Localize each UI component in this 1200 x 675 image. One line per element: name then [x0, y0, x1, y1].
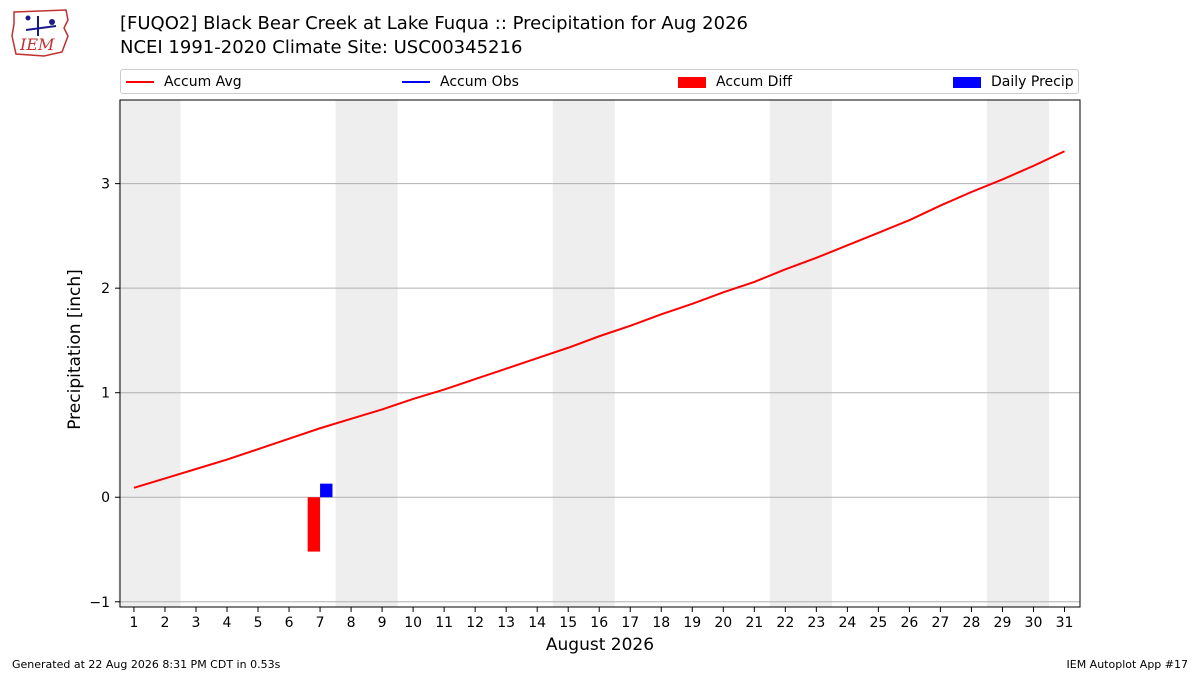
x-tick-label: 15 [559, 615, 577, 631]
x-tick-label: 14 [528, 615, 546, 631]
x-tick-label: 16 [590, 615, 608, 631]
weekend-band [118, 100, 181, 607]
x-tick-label: 24 [838, 615, 856, 631]
iem-logo: IEM [8, 6, 70, 58]
chart-legend: Accum Avg Accum Obs Accum Diff Daily Pre… [120, 69, 1079, 94]
x-tick-label: 6 [285, 615, 294, 631]
x-tick-label: 27 [932, 615, 950, 631]
x-tick-label: 20 [714, 615, 732, 631]
y-tick-label: 0 [101, 490, 110, 506]
legend-item-accum-diff: Accum Diff [678, 73, 792, 91]
y-tick-label: 3 [101, 177, 110, 193]
plot-frame [119, 99, 1081, 608]
weekend-band [986, 100, 1049, 607]
chart-title: [FUQO2] Black Bear Creek at Lake Fuqua :… [120, 13, 748, 34]
y-tick-label: −1 [89, 595, 110, 611]
legend-swatch-accum-avg [126, 81, 154, 83]
x-tick-label: 3 [192, 615, 201, 631]
legend-item-daily-precip: Daily Precip [953, 73, 1074, 91]
x-tick-label: 17 [621, 615, 639, 631]
x-tick-label: 12 [466, 615, 484, 631]
y-tick-label: 1 [101, 386, 110, 402]
x-tick-label: 31 [1056, 615, 1074, 631]
legend-swatch-daily-precip [953, 76, 981, 88]
x-tick-label: 30 [1025, 615, 1043, 631]
weather-vane-icon [25, 25, 57, 31]
x-tick-label: 28 [963, 615, 981, 631]
x-axis-label: August 2026 [546, 635, 654, 655]
legend-swatch-accum-diff [678, 76, 706, 88]
x-tick-label: 22 [776, 615, 794, 631]
x-tick-label: 1 [129, 615, 138, 631]
weekend-band [335, 100, 398, 607]
x-tick-label: 26 [900, 615, 918, 631]
x-tick-label: 21 [745, 615, 763, 631]
generated-timestamp: Generated at 22 Aug 2026 8:31 PM CDT in … [12, 658, 281, 671]
accum-diff-bar [307, 497, 321, 552]
logo-text: IEM [19, 35, 55, 54]
daily-precip-bar [320, 483, 333, 498]
x-tick-label: 11 [435, 615, 453, 631]
x-tick-label: 7 [316, 615, 325, 631]
x-tick-label: 18 [652, 615, 670, 631]
x-tick-label: 13 [497, 615, 515, 631]
x-tick-label: 25 [869, 615, 887, 631]
x-tick-label: 19 [683, 615, 701, 631]
y-tick-label: 2 [101, 281, 110, 297]
x-tick-label: 4 [223, 615, 232, 631]
x-tick-label: 10 [404, 615, 422, 631]
x-tick-label: 23 [807, 615, 825, 631]
legend-label-accum-diff: Accum Diff [716, 74, 793, 90]
x-tick-label: 5 [254, 615, 263, 631]
weekend-band [552, 100, 615, 607]
legend-label-daily-precip: Daily Precip [991, 74, 1074, 90]
legend-label-accum-obs: Accum Obs [440, 74, 519, 90]
y-axis-label: Precipitation [inch] [65, 269, 85, 430]
x-tick-label: 2 [161, 615, 170, 631]
legend-item-accum-avg: Accum Avg [126, 73, 242, 91]
legend-item-accum-obs: Accum Obs [402, 73, 519, 91]
x-tick-label: 29 [994, 615, 1012, 631]
x-tick-label: 9 [378, 615, 387, 631]
legend-swatch-accum-obs [402, 81, 430, 83]
accum-avg-line [133, 150, 1065, 489]
x-tick-label: 8 [347, 615, 356, 631]
chart-subtitle: NCEI 1991-2020 Climate Site: USC00345216 [120, 37, 523, 58]
app-credit: IEM Autoplot App #17 [1066, 658, 1189, 671]
legend-label-accum-avg: Accum Avg [164, 74, 242, 90]
weekend-band [769, 100, 832, 607]
